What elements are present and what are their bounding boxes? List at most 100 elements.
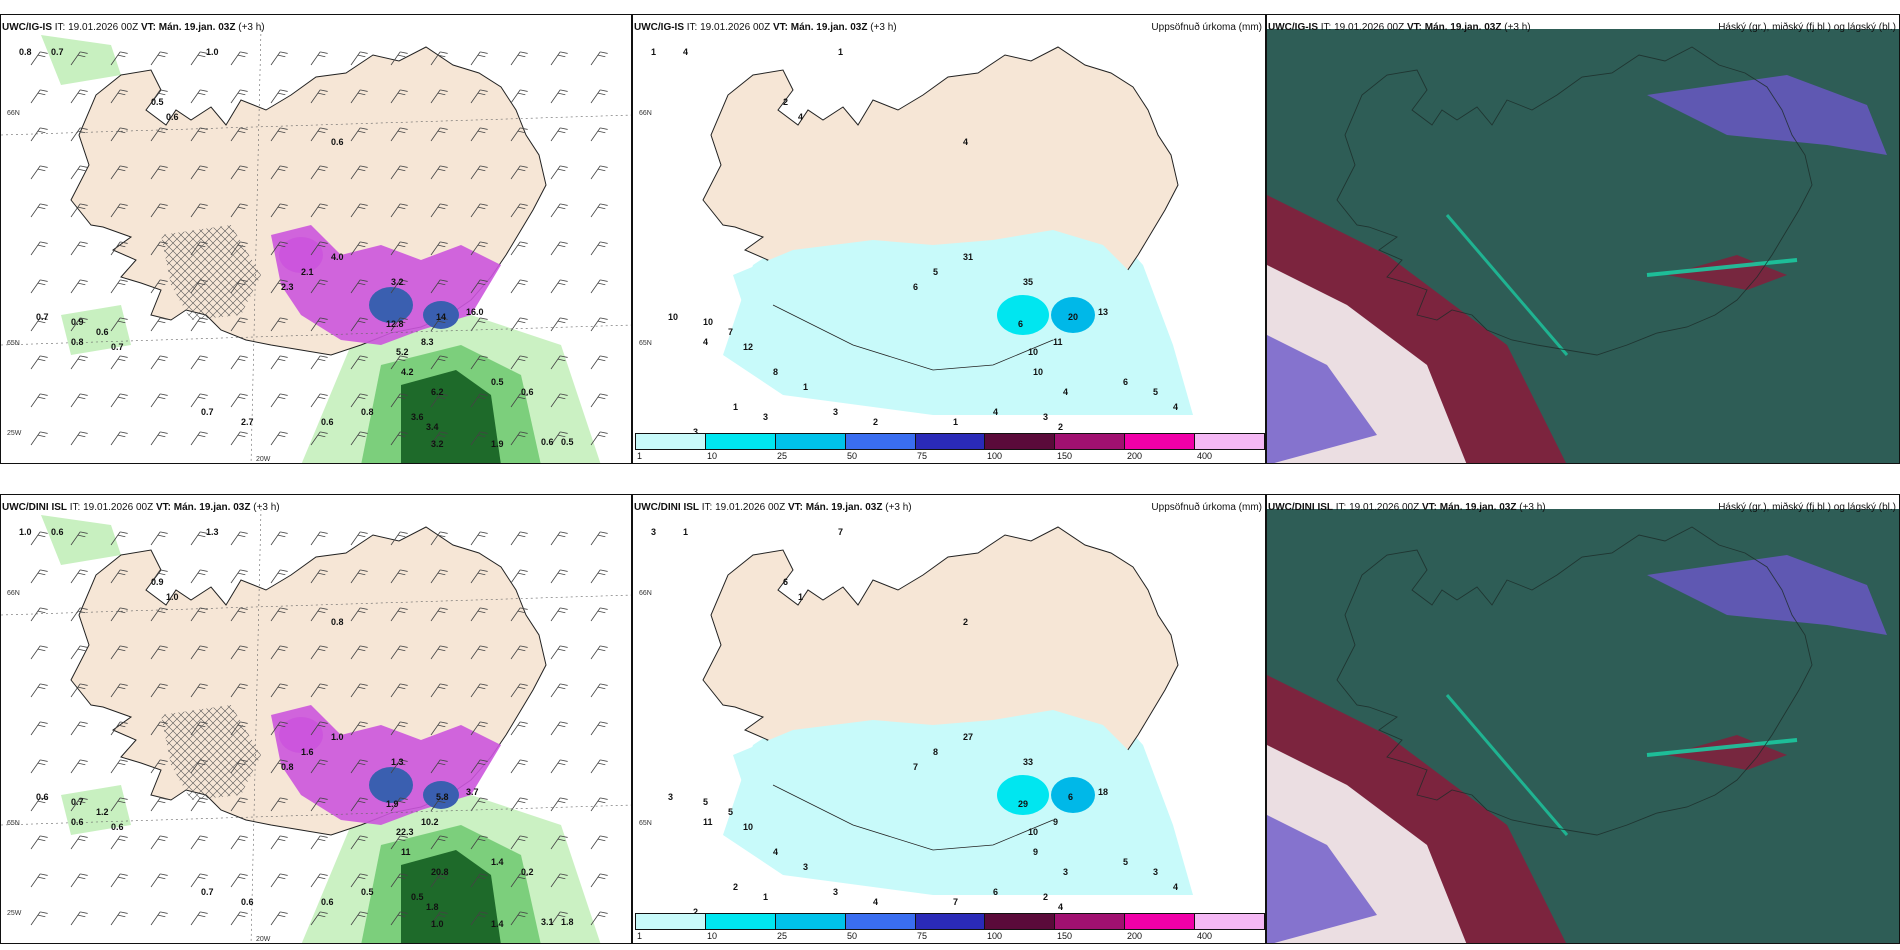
wind-barb [430, 165, 448, 180]
wind-barb [230, 531, 248, 546]
value-label: 0.5 [491, 377, 504, 387]
value-label: 29 [1018, 799, 1028, 809]
wind-barb [510, 393, 528, 408]
wind-barb [310, 797, 328, 812]
value-label: 12.8 [386, 319, 404, 329]
wind-barb [590, 607, 608, 622]
value-label: 4 [773, 847, 778, 857]
wind-barb [510, 721, 528, 736]
value-label: 0.6 [96, 327, 109, 337]
value-label: 20.8 [431, 867, 449, 877]
value-label: 22.3 [396, 827, 414, 837]
colorbar-swatch [775, 434, 846, 449]
wind-barb [110, 165, 128, 180]
value-label: 33 [1023, 757, 1033, 767]
value-label: 10 [1028, 827, 1038, 837]
wind-barb [510, 645, 528, 660]
iceland-outline [1336, 526, 1813, 836]
value-label: 10 [668, 312, 678, 322]
wind-barb [190, 393, 208, 408]
value-label: 31 [963, 252, 973, 262]
wind-barb [550, 203, 568, 218]
wind-barb [110, 89, 128, 104]
value-label: 0.6 [321, 897, 334, 907]
map-clouds [1267, 509, 1899, 943]
wind-barb [230, 683, 248, 698]
wind-barb [70, 279, 88, 294]
wind-barb [30, 873, 48, 888]
value-label: 10.2 [421, 817, 439, 827]
value-label: 6.2 [431, 387, 444, 397]
wind-barb [550, 607, 568, 622]
wind-barb [70, 51, 88, 66]
wind-barb [270, 683, 288, 698]
wind-barb [190, 797, 208, 812]
wind-barb [150, 911, 168, 926]
wind-barb [590, 51, 608, 66]
map-layer [1, 28, 631, 463]
value-label: 6 [1123, 377, 1128, 387]
wind-barb [350, 835, 368, 850]
wind-barb [30, 759, 48, 774]
wind-barb [350, 683, 368, 698]
cloud-mid [1647, 555, 1887, 635]
wind-barb [150, 165, 168, 180]
wind-barb [310, 89, 328, 104]
wind-barb [270, 51, 288, 66]
value-label: 3.7 [466, 787, 479, 797]
value-label: 12 [743, 342, 753, 352]
wind-barb [350, 721, 368, 736]
wind-barb [270, 759, 288, 774]
wind-barb [470, 721, 488, 736]
cloud-edge [1445, 214, 1569, 356]
wind-barb [430, 873, 448, 888]
value-label: 2 [733, 882, 738, 892]
value-label: 0.6 [241, 897, 254, 907]
wind-barb [30, 165, 48, 180]
value-label: 0.7 [36, 312, 49, 322]
value-label: 1.6 [301, 747, 314, 757]
colorbar-swatch [915, 434, 986, 449]
wind-barb [350, 241, 368, 256]
colorbar-tick-label: 75 [917, 451, 928, 461]
wind-barb [510, 431, 528, 446]
wind-barb [590, 393, 608, 408]
wind-barb [550, 759, 568, 774]
wind-barb [230, 203, 248, 218]
map-layer [1267, 509, 1899, 943]
value-label: 0.6 [166, 112, 179, 122]
wind-barb [430, 721, 448, 736]
wind-barb [470, 645, 488, 660]
graticule [1, 804, 631, 826]
value-label: 10 [1028, 347, 1038, 357]
wind-barb [550, 317, 568, 332]
wind-barb [590, 355, 608, 370]
value-label: 1.0 [166, 592, 179, 602]
wind-barb [310, 127, 328, 142]
wind-barb [590, 645, 608, 660]
wind-barb [430, 569, 448, 584]
field-title: Uppsöfnuð úrkoma (mm) [1151, 22, 1262, 33]
wind-barb [550, 531, 568, 546]
wind-barb [230, 873, 248, 888]
wind-barb [390, 203, 408, 218]
wind-barb [510, 607, 528, 622]
wind-barb [190, 645, 208, 660]
wind-barb [270, 89, 288, 104]
value-label: 0.9 [151, 577, 164, 587]
value-label: 0.6 [111, 822, 124, 832]
wind-barb [150, 317, 168, 332]
wind-barb [390, 89, 408, 104]
wind-barb [190, 51, 208, 66]
value-label: 0.7 [111, 342, 124, 352]
colorbar-tick-label: 200 [1127, 451, 1143, 461]
wind-barb [390, 127, 408, 142]
wind-barb [230, 797, 248, 812]
wind-barb [150, 279, 168, 294]
wind-barb [310, 203, 328, 218]
value-label: 1 [733, 402, 738, 412]
wind-barb [270, 835, 288, 850]
wind-barb [550, 911, 568, 926]
wind-barb [350, 317, 368, 332]
wind-barb [310, 51, 328, 66]
